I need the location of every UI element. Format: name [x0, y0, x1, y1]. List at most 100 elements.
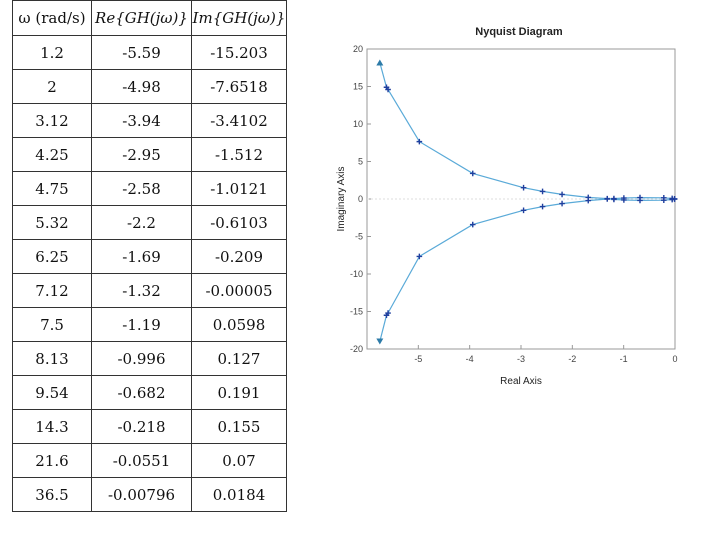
- data-point: [559, 191, 565, 198]
- data-point: [520, 184, 527, 191]
- data-marks: [376, 59, 678, 345]
- cell-omega: 3.12: [12, 103, 92, 138]
- cell-imag: -0.6103: [191, 205, 287, 240]
- chart-title: Nyquist Diagram: [475, 26, 563, 38]
- table-body: 1.2 -5.59 -15.203 2 -4.98 -7.6518 3.12 -3.94 -3.…: [12, 35, 287, 512]
- data-point: [385, 310, 391, 316]
- cell-omega: 4.25: [12, 137, 92, 172]
- cell-omega: 7.5: [12, 307, 92, 342]
- table-row: 7.5 -1.19 0.0598: [12, 307, 287, 342]
- table-row: 9.54 -0.682 0.191: [12, 375, 287, 410]
- cell-imag: -1.0121: [191, 171, 287, 206]
- header-real: Re{GH(jω)}: [91, 0, 192, 36]
- table-row: 36.5 -0.00796 0.0184: [12, 477, 287, 512]
- cell-omega: 6.25: [12, 239, 92, 274]
- table-row: 8.13 -0.996 0.127: [12, 341, 287, 376]
- x-tick-label: 0: [672, 354, 677, 364]
- data-point: [637, 194, 643, 201]
- nyquist-chart: Nyquist Diagram -5 -4 -3 -2 -1 0-20-15-10-505…: [336, 26, 678, 387]
- cell-real: -2.95: [91, 137, 192, 172]
- cell-imag: 0.191: [191, 375, 287, 410]
- cell-imag: -0.209: [191, 239, 287, 274]
- y-tick-label: 10: [353, 119, 363, 129]
- table-row: 1.2 -5.59 -15.203: [12, 35, 287, 70]
- cell-imag: -7.6518: [191, 69, 287, 104]
- cell-omega: 21.6: [12, 443, 92, 478]
- cell-imag: 0.07: [191, 443, 287, 478]
- cell-omega: 36.5: [12, 477, 92, 512]
- table-row: 21.6 -0.0551 0.07: [12, 443, 287, 478]
- data-point: [520, 207, 527, 214]
- cell-real: -4.98: [91, 69, 192, 104]
- table-row: 14.3 -0.218 0.155: [12, 409, 287, 444]
- table-row: 2 -4.98 -7.6518: [12, 69, 287, 104]
- x-tick-label: -1: [620, 354, 628, 364]
- y-tick-label: -5: [355, 232, 363, 242]
- header-imag: Im{GH(jω)}: [191, 0, 287, 36]
- y-axis-label: Imaginary Axis: [336, 166, 347, 231]
- cell-imag: 0.0184: [191, 477, 287, 512]
- data-point: [385, 86, 391, 93]
- data-point: [661, 195, 667, 201]
- data-table: ω (rad/s) Re{GH(jω)} Im{GH(jω)} 1.2 -5.59…: [12, 0, 287, 512]
- cell-real: -1.32: [91, 273, 192, 308]
- cell-real: -0.996: [91, 341, 192, 376]
- cell-real: -2.58: [91, 171, 192, 206]
- table-row: 4.75 -2.58 -1.0121: [12, 171, 287, 206]
- end-arrow-marker: [376, 338, 384, 345]
- cell-real: -3.94: [91, 103, 192, 138]
- series-line: [379, 196, 675, 342]
- data-point: [604, 196, 611, 202]
- data-point: [539, 203, 546, 210]
- data-point: [416, 253, 423, 260]
- x-tick-label: -2: [568, 354, 576, 364]
- data-point: [611, 195, 617, 202]
- cell-omega: 5.32: [12, 205, 92, 240]
- y-tick-label: -20: [350, 344, 363, 354]
- data-point: [559, 200, 565, 207]
- y-tick-label: 15: [353, 82, 363, 92]
- cell-real: -0.682: [91, 375, 192, 410]
- cell-imag: -3.4102: [191, 103, 287, 138]
- cell-omega: 4.75: [12, 171, 92, 206]
- cell-real: -1.19: [91, 307, 192, 342]
- data-point: [539, 188, 546, 195]
- x-tick-label: -3: [517, 354, 525, 364]
- table-row: 3.12 -3.94 -3.4102: [12, 103, 287, 138]
- data-point: [671, 196, 678, 202]
- cell-real: -0.0551: [91, 443, 192, 478]
- y-tick-label: 5: [358, 157, 363, 167]
- data-point: [585, 197, 592, 204]
- header-omega: ω (rad/s): [12, 0, 92, 36]
- cell-imag: -1.512: [191, 137, 287, 172]
- table-row: 7.12 -1.32 -0.00005: [12, 273, 287, 308]
- x-tick-label: -5: [414, 354, 422, 364]
- frequency-response-table: ω (rad/s) Re{GH(jω)} Im{GH(jω)} 1.2 -5.59…: [12, 0, 287, 512]
- data-point: [416, 138, 423, 145]
- cell-imag: 0.155: [191, 409, 287, 444]
- cell-imag: -15.203: [191, 35, 287, 70]
- x-tick-label: -4: [466, 354, 474, 364]
- table-header-row: ω (rad/s) Re{GH(jω)} Im{GH(jω)}: [12, 0, 287, 36]
- table-row: 4.25 -2.95 -1.512: [12, 137, 287, 172]
- series-line: [379, 62, 675, 202]
- y-tick-label: 20: [353, 44, 363, 54]
- cell-real: -1.69: [91, 239, 192, 274]
- cell-omega: 2: [12, 69, 92, 104]
- y-tick-label: 0: [358, 194, 363, 204]
- table-row: 5.32 -2.2 -0.6103: [12, 205, 287, 240]
- data-point: [621, 195, 627, 201]
- cell-omega: 14.3: [12, 409, 92, 444]
- end-arrow-marker: [376, 59, 384, 66]
- y-tick-label: -15: [350, 307, 363, 317]
- cell-real: -0.00796: [91, 477, 192, 512]
- data-point: [469, 170, 476, 177]
- cell-imag: 0.127: [191, 341, 287, 376]
- cell-real: -5.59: [91, 35, 192, 70]
- cell-omega: 9.54: [12, 375, 92, 410]
- table-row: 6.25 -1.69 -0.209: [12, 239, 287, 274]
- cell-omega: 1.2: [12, 35, 92, 70]
- data-point: [469, 221, 476, 228]
- cell-imag: -0.00005: [191, 273, 287, 308]
- cell-real: -0.218: [91, 409, 192, 444]
